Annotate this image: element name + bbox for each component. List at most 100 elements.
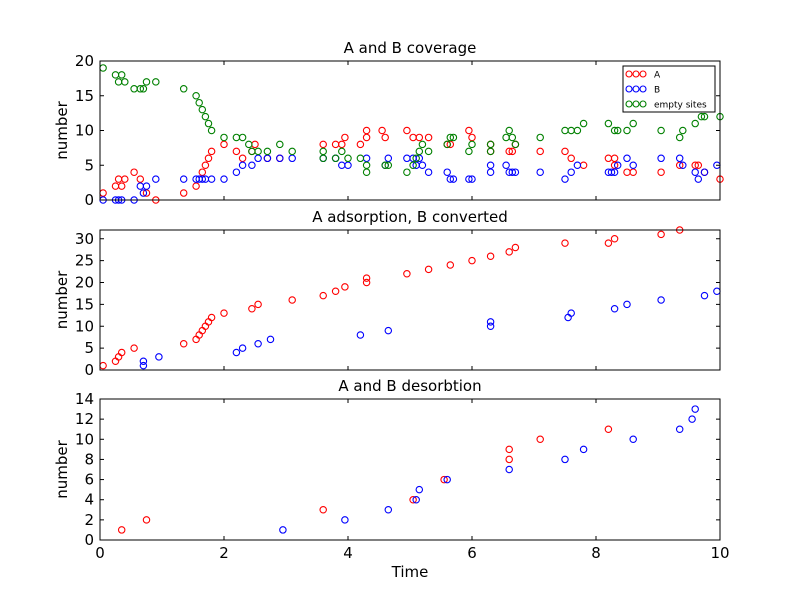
data-point (465, 126, 473, 135)
data-point (418, 140, 427, 149)
chart-title: A and B coverage (344, 39, 477, 57)
y-tick-label: 12 (75, 410, 94, 428)
data-point (276, 140, 284, 149)
data-point (117, 182, 126, 190)
data-point (136, 175, 145, 183)
chart-title: A adsorption, B converted (312, 208, 508, 226)
data-point (679, 161, 687, 170)
data-point (338, 140, 346, 149)
data-point (561, 239, 569, 247)
data-point (604, 425, 613, 433)
x-tick-label: 10 (710, 544, 729, 562)
data-point (276, 154, 284, 163)
data-point (121, 78, 129, 86)
legend-marker (639, 100, 647, 108)
data-point (443, 140, 451, 149)
data-point (468, 175, 476, 183)
data-point (254, 300, 262, 309)
data-point (207, 147, 216, 156)
y-tick-label: 30 (75, 230, 94, 248)
data-point (220, 133, 228, 142)
data-point (139, 189, 148, 197)
y-tick-label: 20 (75, 52, 94, 70)
data-point (579, 119, 588, 128)
data-point (198, 175, 207, 183)
data-point (657, 296, 665, 304)
y-axis-label: number (53, 270, 71, 329)
data-point (511, 168, 520, 176)
data-point (403, 168, 411, 176)
data-point (179, 175, 188, 183)
data-point (675, 133, 684, 142)
series-s1 (117, 425, 613, 534)
data-point (152, 78, 160, 86)
data-point (319, 291, 327, 300)
data-point (679, 126, 687, 135)
data-point (179, 339, 188, 348)
data-point (207, 313, 216, 322)
data-point (142, 516, 151, 524)
data-point (579, 445, 588, 454)
data-point (409, 495, 417, 504)
legend-marker (632, 70, 640, 78)
data-point (567, 154, 575, 163)
y-tick-label: 15 (75, 295, 94, 313)
data-point (319, 154, 327, 163)
data-point (412, 495, 420, 504)
data-point (675, 425, 684, 433)
data-point (117, 348, 126, 357)
data-point (179, 189, 188, 197)
data-point (610, 168, 619, 176)
data-point (697, 112, 706, 121)
data-point (486, 168, 495, 176)
data-point (613, 161, 622, 170)
data-point (443, 475, 451, 484)
data-point (378, 126, 386, 135)
y-tick-label: 10 (75, 430, 94, 448)
data-point (356, 154, 365, 163)
data-point (384, 506, 393, 514)
data-point (319, 140, 327, 149)
legend-item: A (625, 70, 661, 81)
data-point (155, 353, 163, 361)
y-tick-label: 6 (84, 471, 94, 489)
data-point (610, 126, 619, 135)
plot-frame (99, 60, 721, 201)
data-point (384, 161, 393, 170)
data-point (207, 126, 216, 135)
x-tick-label: 6 (467, 544, 477, 562)
data-point (344, 154, 352, 163)
data-point (508, 168, 517, 176)
data-point (412, 154, 420, 163)
data-point (424, 133, 433, 142)
series-empty-sites (99, 64, 724, 176)
y-tick-label: 0 (84, 361, 94, 379)
y-tick-label: 2 (84, 511, 94, 529)
y-axis-label: number (53, 439, 71, 498)
y-tick-label: 25 (75, 252, 94, 270)
data-point (449, 175, 458, 183)
data-point (248, 304, 256, 313)
data-point (536, 168, 544, 176)
data-point (691, 168, 699, 176)
chart-panel-2: A adsorption, B converted number 0 5 10 15 20 2… (53, 208, 721, 379)
data-point (201, 161, 210, 170)
y-tick-label: 0 (84, 531, 94, 549)
data-point (424, 168, 433, 176)
legend-label: B (654, 86, 660, 96)
data-point (179, 85, 188, 93)
data-point (415, 133, 424, 142)
data-point (623, 126, 631, 135)
data-point (288, 296, 296, 304)
data-point (505, 126, 513, 135)
data-point (331, 287, 340, 295)
x-tick-label: 4 (343, 544, 353, 562)
x-tick-label: 0 (95, 544, 105, 562)
data-point (443, 168, 451, 176)
data-point (604, 239, 613, 247)
data-point (288, 147, 296, 156)
data-point (341, 516, 349, 524)
data-point (511, 140, 520, 149)
data-point (700, 112, 709, 121)
